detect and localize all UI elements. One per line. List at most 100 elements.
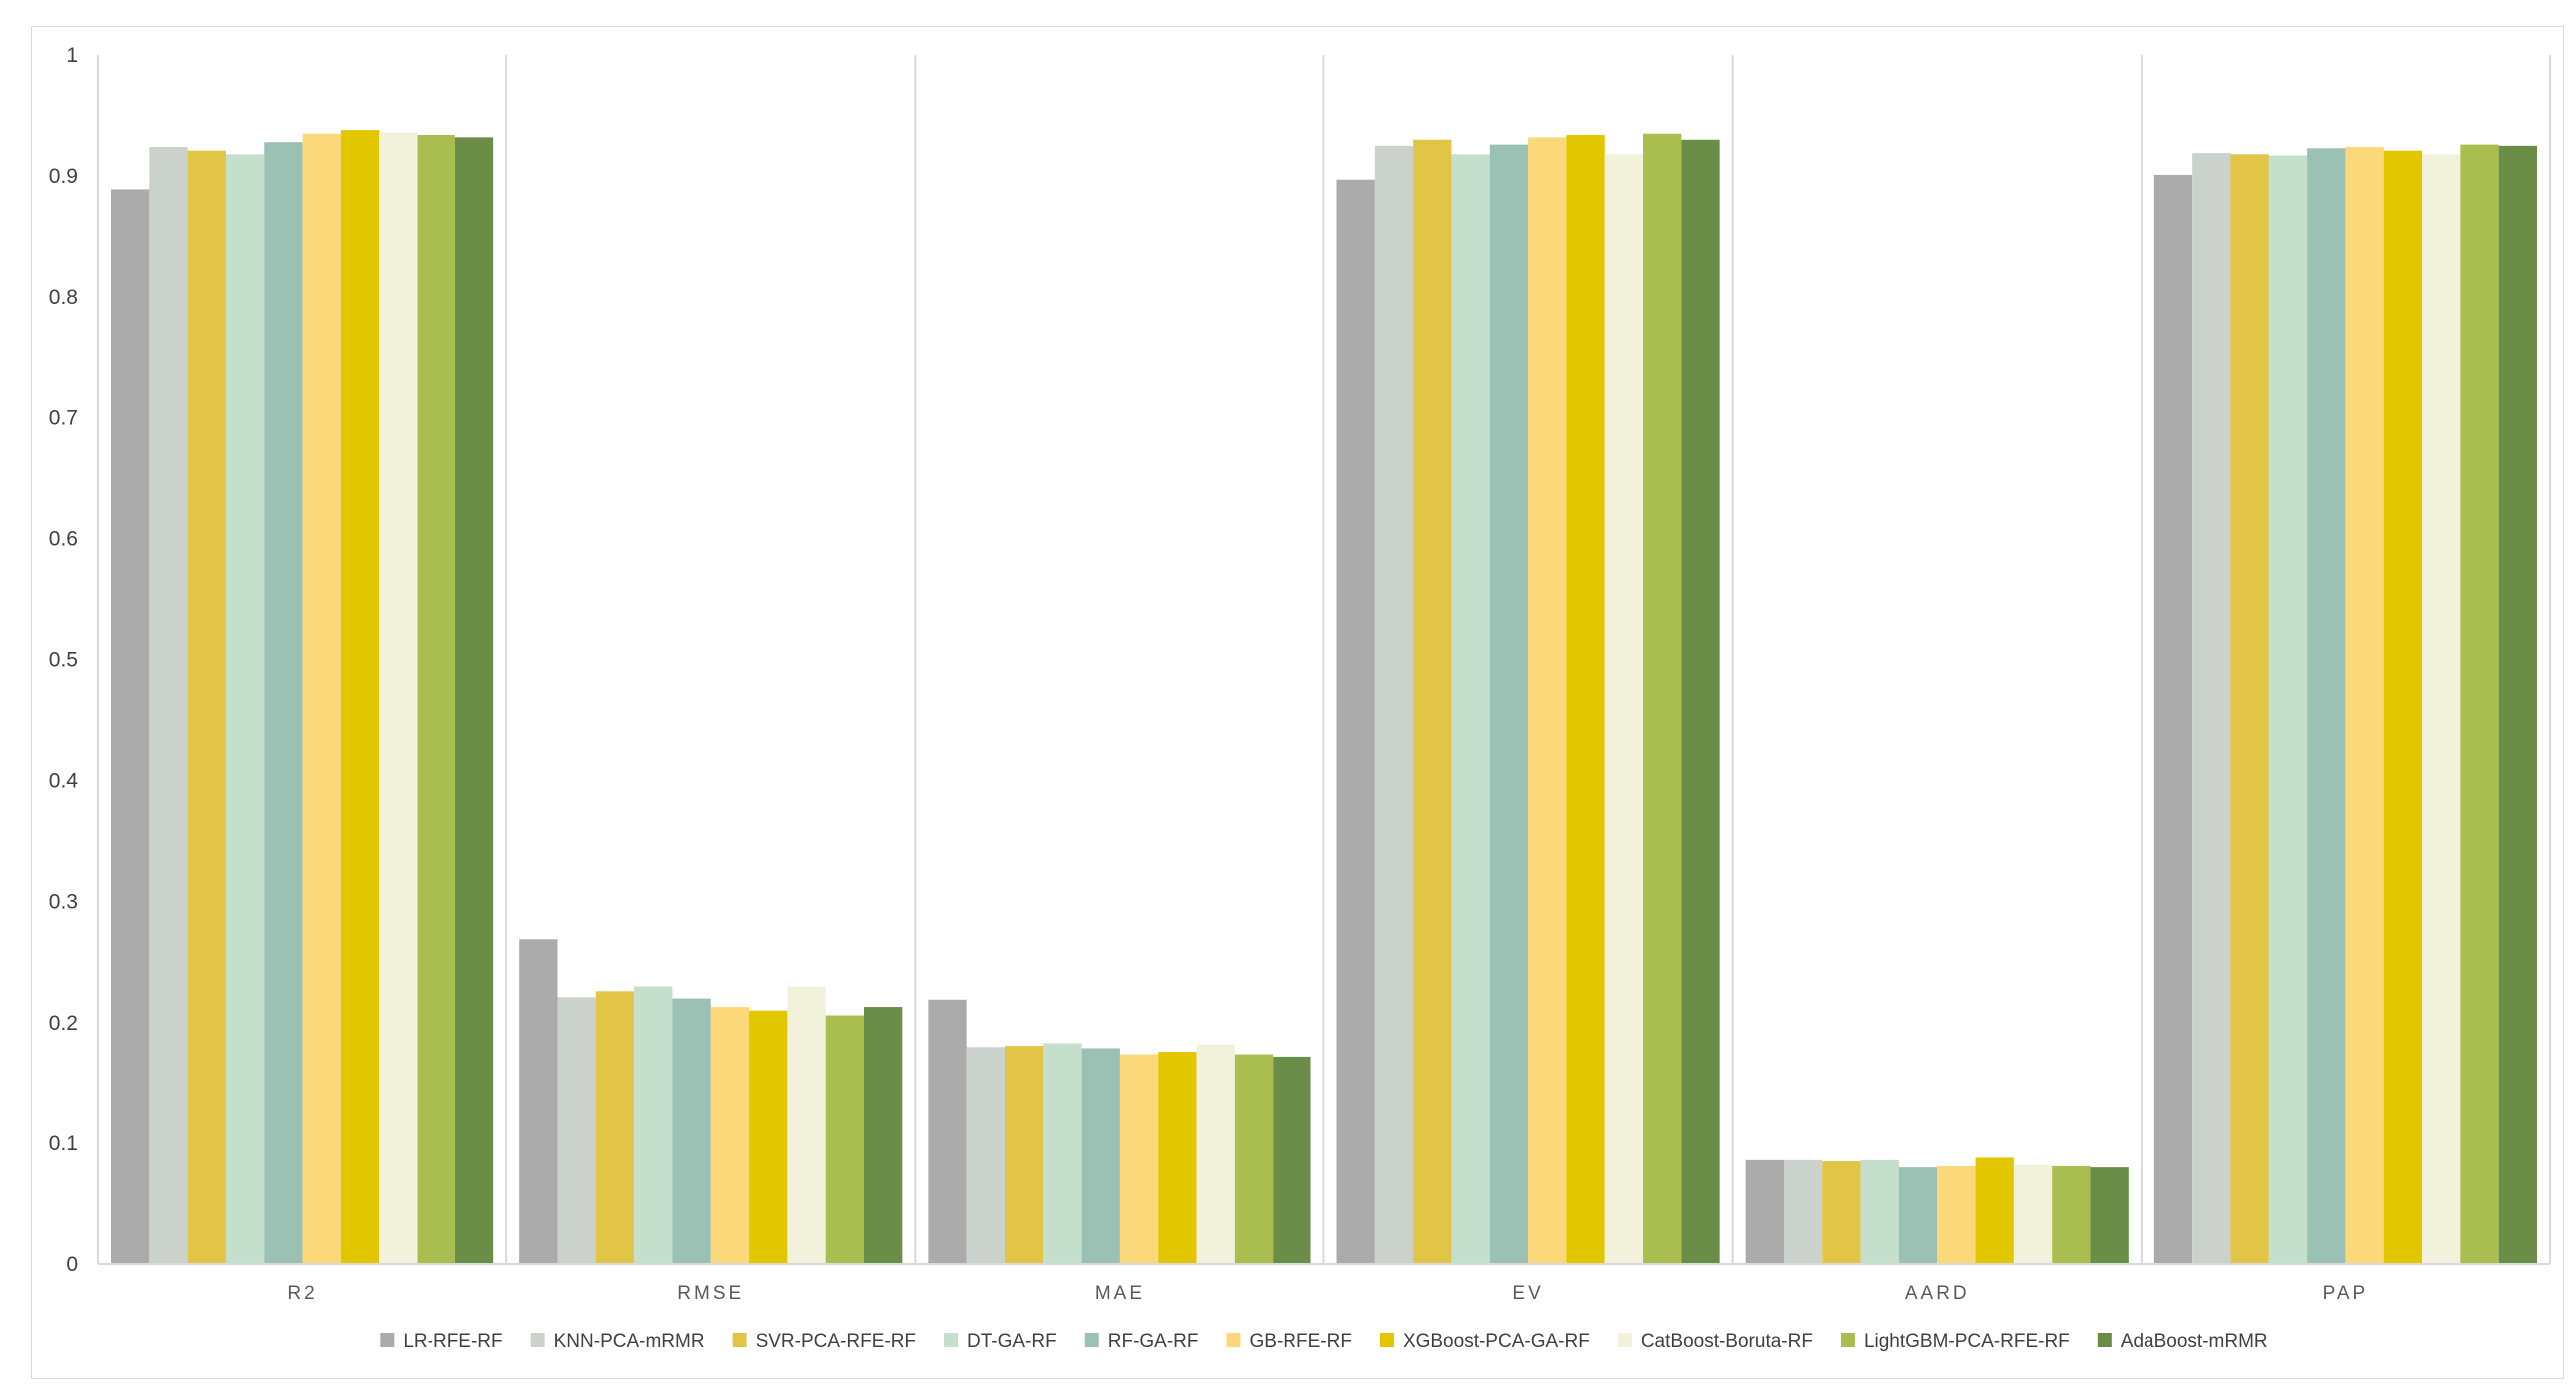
category-label: RMSE <box>677 1283 744 1304</box>
bar-gb-rfe-rf-ev <box>1528 137 1567 1265</box>
bar-gb-rfe-rf-rmse <box>710 1007 750 1264</box>
bar-dt-ga-rf-aard <box>1860 1159 1899 1264</box>
bar-catboost-boruta-rf-aard <box>2013 1164 2053 1264</box>
bar-catboost-boruta-rf-ev <box>1604 154 1644 1264</box>
bar-gb-rfe-rf-pap <box>2345 147 2384 1264</box>
y-tick-label: 0.6 <box>49 527 78 550</box>
legend-item: XGBoost-PCA-GA-RF <box>1379 1331 1590 1352</box>
bar-gb-rfe-rf-aard <box>1937 1165 1976 1264</box>
bar-catboost-boruta-rf-mae <box>1196 1044 1235 1264</box>
legend-label: LR-RFE-RF <box>403 1331 502 1352</box>
bar-catboost-boruta-rf-pap <box>2422 154 2461 1264</box>
bar-xgboost-pca-ga-rf-rmse <box>749 1010 788 1264</box>
bar-adaboost-mrmr-aard <box>2090 1167 2129 1264</box>
legend-item: LR-RFE-RF <box>380 1331 503 1352</box>
bar-dt-ga-rf-ev <box>1451 154 1490 1264</box>
bar-lightgbm-pca-rfe-rf-r2 <box>417 134 455 1265</box>
bar-dt-ga-rf-rmse <box>634 986 673 1264</box>
y-tick-label: 0.2 <box>49 1012 78 1035</box>
legend-swatch <box>732 1333 747 1347</box>
legend: LR-RFE-RF KNN-PCA-mRMR SVR-PCA-RFE-RF DT-GA… <box>380 1331 2268 1352</box>
category-label: EV <box>1512 1283 1543 1304</box>
legend-label: KNN-PCA-mRMR <box>554 1331 705 1352</box>
bar-rf-ga-rf-pap <box>2307 148 2346 1264</box>
legend-label: SVR-PCA-RFE-RF <box>756 1331 916 1352</box>
legend-item: SVR-PCA-RFE-RF <box>732 1331 916 1352</box>
legend-label: LightGBM-PCA-RFE-RF <box>1864 1331 2070 1352</box>
bar-adaboost-mrmr-r2 <box>454 137 494 1265</box>
y-tick-label: 0.4 <box>49 770 79 793</box>
y-axis: 0 0.1 0.2 0.3 0.4 0.5 0.6 0.7 0.8 0.9 1 <box>49 44 79 1276</box>
category-dividers <box>97 55 2551 1264</box>
bar-lightgbm-pca-rfe-rf-ev <box>1643 133 1682 1265</box>
bar-svr-pca-rfe-rf-mae <box>1004 1046 1044 1264</box>
category-label: R2 <box>287 1283 317 1304</box>
legend-swatch <box>944 1333 959 1347</box>
bar-dt-ga-rf-pap <box>2268 155 2308 1264</box>
bar-catboost-boruta-rf-r2 <box>379 132 418 1264</box>
legend-swatch <box>1617 1333 1632 1347</box>
bar-knn-pca-mrmr-ev <box>1374 145 1414 1265</box>
legend-swatch <box>1226 1333 1241 1347</box>
bar-lr-rfe-rf-mae <box>928 999 967 1264</box>
y-tick-label: 0.7 <box>49 406 78 429</box>
bar-svr-pca-rfe-rf-rmse <box>595 991 635 1264</box>
legend-swatch <box>530 1333 545 1347</box>
bar-gb-rfe-rf-mae <box>1119 1054 1159 1264</box>
bar-rf-ga-rf-r2 <box>264 142 303 1265</box>
bar-knn-pca-mrmr-r2 <box>149 147 188 1264</box>
legend-item: KNN-PCA-mRMR <box>530 1331 705 1352</box>
bar-xgboost-pca-ga-rf-r2 <box>340 130 380 1265</box>
bar-rf-ga-rf-rmse <box>672 998 711 1264</box>
y-tick-label: 0.9 <box>49 165 78 188</box>
legend-label: GB-RFE-RF <box>1250 1331 1352 1352</box>
y-tick-label: 0 <box>66 1253 78 1276</box>
bar-dt-ga-rf-mae <box>1043 1043 1082 1264</box>
legend-label: CatBoost-Boruta-RF <box>1641 1331 1813 1352</box>
legend-item: GB-RFE-RF <box>1226 1331 1352 1352</box>
y-tick-label: 0.5 <box>49 649 78 672</box>
bar-xgboost-pca-ga-rf-mae <box>1158 1052 1197 1264</box>
bar-svr-pca-rfe-rf-r2 <box>187 150 226 1264</box>
bar-knn-pca-mrmr-pap <box>2192 153 2231 1265</box>
y-tick-label: 0.3 <box>49 891 78 914</box>
bar-xgboost-pca-ga-rf-pap <box>2383 150 2423 1264</box>
bar-adaboost-mrmr-rmse <box>864 1007 903 1264</box>
bar-lr-rfe-rf-rmse <box>519 939 558 1264</box>
bar-knn-pca-mrmr-rmse <box>557 997 596 1264</box>
bar-dt-ga-rf-r2 <box>225 154 265 1264</box>
legend-label: XGBoost-PCA-GA-RF <box>1403 1331 1590 1352</box>
bar-adaboost-mrmr-ev <box>1681 139 1720 1264</box>
bar-xgboost-pca-ga-rf-ev <box>1566 134 1605 1265</box>
category-label: PAP <box>2323 1283 2369 1304</box>
bar-knn-pca-mrmr-mae <box>966 1047 1005 1264</box>
bar-svr-pca-rfe-rf-pap <box>2230 154 2269 1264</box>
legend-label: RF-GA-RF <box>1108 1331 1199 1352</box>
bar-adaboost-mrmr-mae <box>1273 1056 1311 1264</box>
legend-item: CatBoost-Boruta-RF <box>1617 1331 1813 1352</box>
bar-svr-pca-rfe-rf-ev <box>1413 139 1452 1264</box>
y-tick-label: 0.1 <box>49 1132 78 1155</box>
bar-lr-rfe-rf-pap <box>2153 174 2193 1264</box>
bar-lightgbm-pca-rfe-rf-mae <box>1234 1054 1274 1264</box>
bar-rf-ga-rf-mae <box>1081 1048 1120 1264</box>
bar-svr-pca-rfe-rf-aard <box>1822 1161 1861 1264</box>
legend-swatch <box>380 1333 395 1347</box>
bar-lr-rfe-rf-r2 <box>111 189 150 1264</box>
category-label: AARD <box>1905 1283 1970 1304</box>
y-tick-label: 1 <box>66 44 78 67</box>
bar-rf-ga-rf-aard <box>1898 1167 1938 1264</box>
legend-swatch <box>1840 1333 1855 1347</box>
legend-item: RF-GA-RF <box>1084 1331 1199 1352</box>
bars <box>111 130 2537 1265</box>
bar-rf-ga-rf-ev <box>1489 144 1529 1265</box>
legend-item: AdaBoost-mRMR <box>2097 1331 2268 1352</box>
legend-swatch <box>1084 1333 1099 1347</box>
bar-xgboost-pca-ga-rf-aard <box>1975 1157 2014 1264</box>
bar-lr-rfe-rf-ev <box>1336 179 1375 1265</box>
x-axis: R2 RMSE MAE EV AARD PAP <box>98 1263 2550 1304</box>
bar-adaboost-mrmr-pap <box>2498 145 2537 1265</box>
category-label: MAE <box>1095 1283 1145 1304</box>
legend-swatch <box>1379 1333 1394 1347</box>
